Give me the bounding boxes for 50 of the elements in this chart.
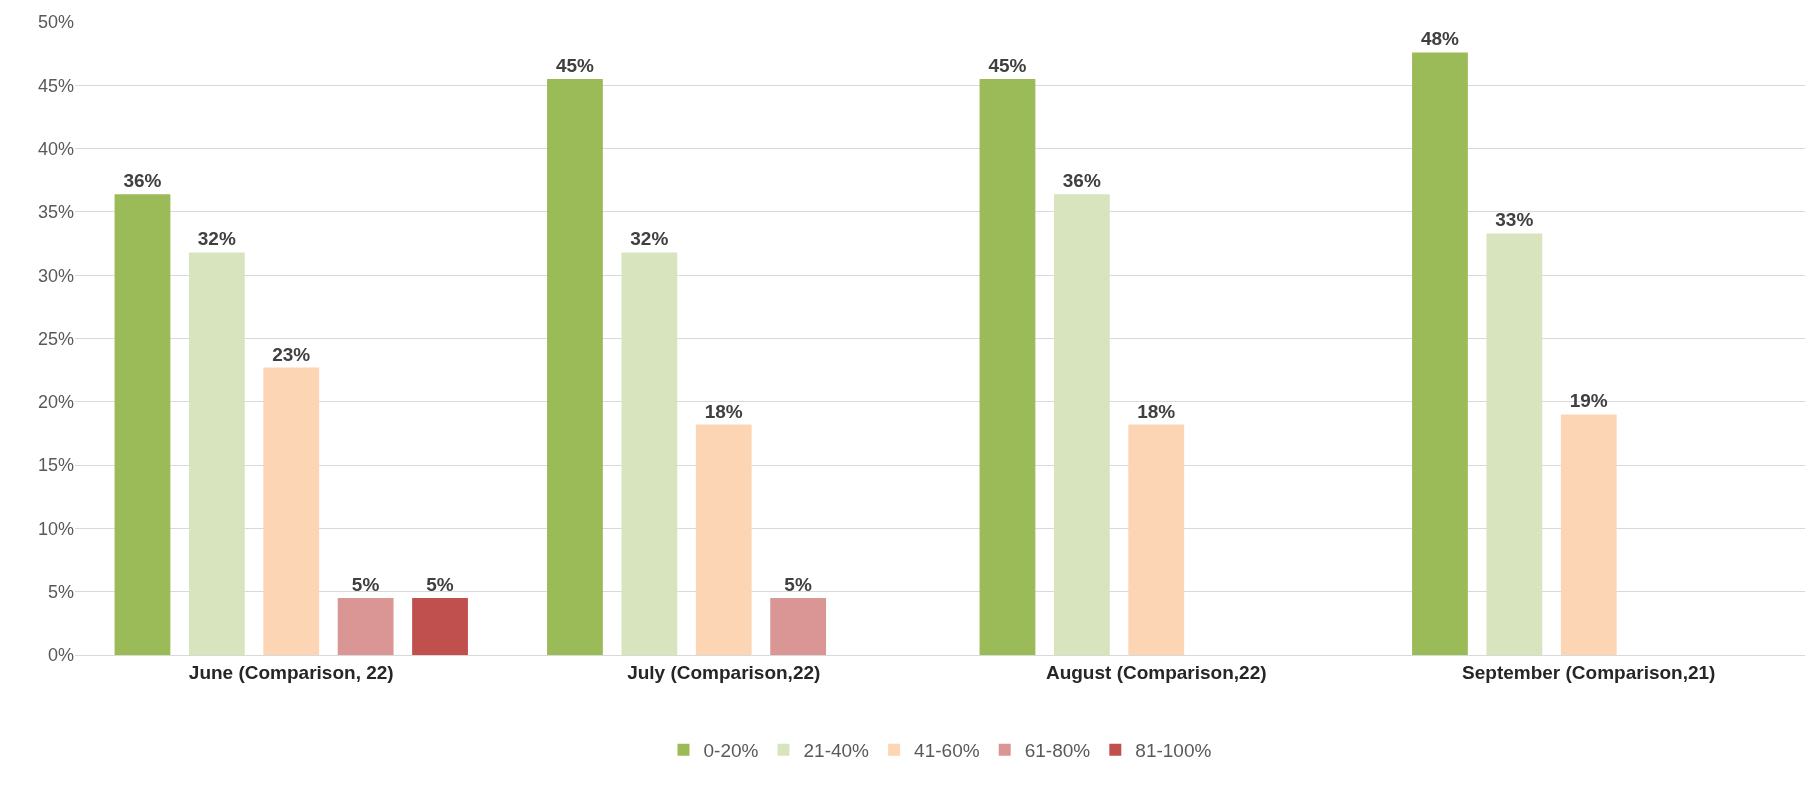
- bar: [695, 424, 752, 655]
- legend-label: 61-80%: [1024, 740, 1091, 762]
- bar: [547, 78, 603, 655]
- data-label: 18%: [1137, 400, 1176, 422]
- y-tick-label: 50%: [37, 12, 74, 33]
- legend-label: 21-40%: [803, 740, 870, 762]
- data-label: 32%: [197, 228, 236, 250]
- data-label: 36%: [123, 170, 162, 192]
- bar: [1128, 424, 1185, 655]
- bar: [188, 252, 245, 655]
- x-tick-label: July (Comparison,22): [627, 661, 821, 683]
- data-label: 32%: [630, 228, 669, 250]
- data-label: 36%: [1062, 170, 1101, 192]
- y-tick-label: 30%: [37, 265, 74, 286]
- data-label: 45%: [555, 54, 595, 76]
- y-tick-label: 35%: [37, 202, 74, 223]
- bar: [337, 598, 394, 655]
- x-tick-label: June (Comparison, 22): [188, 661, 394, 683]
- data-label: 5%: [784, 574, 812, 596]
- bar: [1486, 233, 1543, 655]
- bar: [1053, 194, 1110, 655]
- x-tick-label: September (Comparison,21): [1462, 661, 1716, 683]
- bar: [770, 598, 827, 655]
- y-tick-label: 15%: [37, 455, 74, 476]
- legend-label: 0-20%: [703, 740, 759, 762]
- y-tick-label: 40%: [37, 138, 74, 159]
- y-tick-label: 25%: [37, 328, 74, 349]
- data-label: 5%: [351, 574, 380, 596]
- bar: [114, 194, 171, 655]
- bar: [621, 252, 678, 655]
- bar: [979, 78, 1036, 655]
- data-label: 18%: [704, 400, 743, 422]
- data-label: 5%: [426, 574, 454, 596]
- bar: [1560, 414, 1617, 655]
- bar: [1412, 52, 1468, 655]
- y-tick-label: 5%: [47, 582, 74, 602]
- y-tick-label: 45%: [37, 75, 74, 96]
- legend-label: 41-60%: [914, 740, 980, 762]
- y-tick-label: 0%: [47, 645, 74, 666]
- bar: [263, 367, 320, 655]
- bar: [412, 598, 468, 655]
- y-tick-label: 10%: [37, 518, 74, 539]
- data-label: 19%: [1569, 390, 1608, 412]
- data-label: 48%: [1420, 28, 1460, 50]
- data-label: 45%: [988, 54, 1027, 76]
- legend-label: 81-100%: [1135, 740, 1212, 762]
- x-tick-label: August (Comparison,22): [1045, 661, 1267, 683]
- y-tick-label: 20%: [37, 392, 74, 413]
- data-label: 33%: [1495, 209, 1534, 231]
- data-label: 23%: [272, 343, 311, 365]
